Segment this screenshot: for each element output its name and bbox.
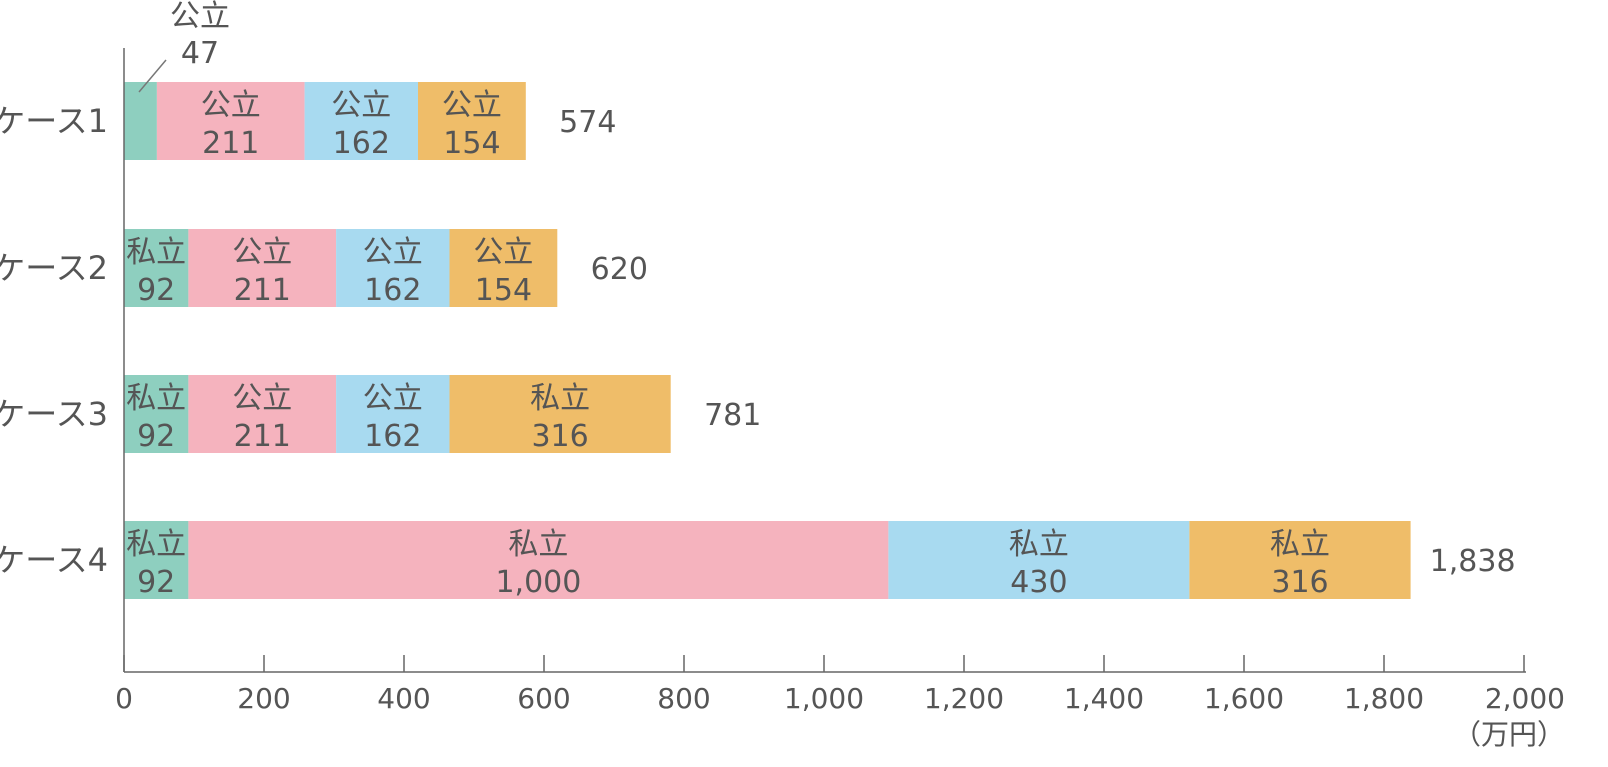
segment-type-label: 公立 <box>473 235 533 270</box>
x-tick-label: 1,200 <box>924 682 1004 715</box>
segment-type-label: 公立 <box>170 0 230 34</box>
bar-segment <box>449 375 671 453</box>
bar-segment <box>336 375 450 453</box>
segment-value-label: 162 <box>364 419 421 454</box>
segment-value-label: 92 <box>137 565 175 600</box>
segment-type-label: 公立 <box>442 88 502 123</box>
bar-segment <box>304 82 418 160</box>
segment-value-label: 316 <box>1271 565 1328 600</box>
x-tick-label: 1,000 <box>784 682 864 715</box>
segment-value-label: 92 <box>137 273 175 308</box>
category-label: ケース3 <box>0 395 108 433</box>
bar-segment <box>188 375 337 453</box>
x-tick-label: 600 <box>517 682 570 715</box>
segment-value-label: 162 <box>333 126 390 161</box>
segment-type-label: 公立 <box>363 235 423 270</box>
segment-type-label: 公立 <box>201 88 261 123</box>
category-label: ケース1 <box>0 102 108 140</box>
segment-value-label: 211 <box>202 126 259 161</box>
segment-type-label: 私立 <box>1009 527 1069 562</box>
segment-type-label: 私立 <box>1270 527 1330 562</box>
bar-segment <box>188 521 889 599</box>
leader-line <box>138 59 167 93</box>
category-label: ケース2 <box>0 249 108 287</box>
segment-type-label: 私立 <box>126 381 186 416</box>
bar-segment <box>1189 521 1411 599</box>
segment-value-label: 154 <box>475 273 532 308</box>
segment-value-label: 211 <box>234 273 291 308</box>
x-tick-label: 400 <box>377 682 430 715</box>
x-tick-label: 0 <box>115 682 133 715</box>
total-label: 781 <box>704 398 761 433</box>
x-tick-label: 1,400 <box>1064 682 1144 715</box>
segment-type-label: 公立 <box>331 88 391 123</box>
segment-type-label: 私立 <box>530 381 590 416</box>
bar-segment <box>888 521 1190 599</box>
bar-segment <box>336 229 450 307</box>
segment-type-label: 公立 <box>363 381 423 416</box>
total-label: 574 <box>559 105 616 140</box>
x-tick-label: 200 <box>237 682 290 715</box>
x-tick-label: 1,600 <box>1204 682 1284 715</box>
segment-value-label: 162 <box>364 273 421 308</box>
segment-type-label: 公立 <box>232 235 292 270</box>
segment-value-label: 154 <box>443 126 500 161</box>
bar-segment <box>156 82 305 160</box>
bar-segment <box>418 82 526 160</box>
x-tick-label: 2,000 <box>1485 682 1565 715</box>
segment-value-label: 47 <box>181 36 219 71</box>
x-axis-unit: （万円） <box>1453 718 1565 751</box>
bar-segment <box>124 375 189 453</box>
bar-segment <box>449 229 558 307</box>
segment-value-label: 316 <box>531 419 588 454</box>
segment-value-label: 430 <box>1010 565 1067 600</box>
segment-type-label: 私立 <box>126 235 186 270</box>
segment-value-label: 211 <box>234 419 291 454</box>
segment-value-label: 92 <box>137 419 175 454</box>
x-axis: 0 200 400 600 800 1,000 1,200 1,400 1,600 1,800 2,… <box>115 48 1565 751</box>
segment-type-label: 私立 <box>126 527 186 562</box>
segment-type-label: 私立 <box>508 527 568 562</box>
bar-segment <box>124 82 157 160</box>
total-label: 620 <box>591 252 648 287</box>
segment-type-label: 公立 <box>232 381 292 416</box>
bar-segment <box>124 229 189 307</box>
segment-value-label: 1,000 <box>495 565 581 600</box>
x-tick-label: 800 <box>657 682 710 715</box>
x-tick-label: 1,800 <box>1344 682 1424 715</box>
bar-segment <box>188 229 337 307</box>
bar-segment <box>124 521 189 599</box>
bars-group <box>124 82 1411 599</box>
category-label: ケース4 <box>0 541 108 579</box>
total-label: 1,838 <box>1430 544 1516 579</box>
